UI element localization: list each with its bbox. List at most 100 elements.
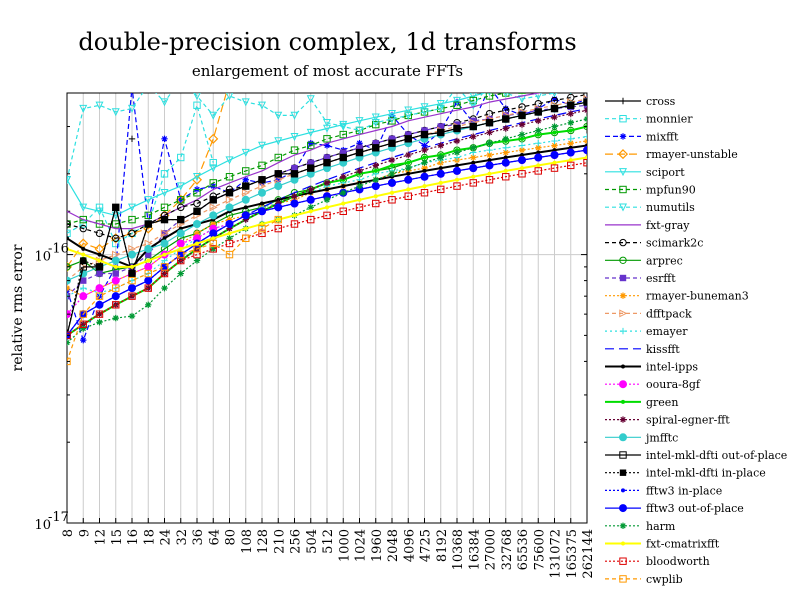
data-point	[144, 276, 153, 285]
data-point	[243, 226, 248, 231]
data-point	[421, 164, 428, 172]
data-point	[160, 170, 169, 178]
data-point	[127, 104, 137, 113]
data-point	[388, 117, 396, 125]
data-point	[486, 81, 492, 87]
legend-entry: bloodworth	[605, 555, 710, 568]
data-point	[241, 195, 250, 204]
data-point	[323, 179, 331, 187]
data-point	[536, 163, 541, 168]
data-point	[96, 310, 103, 318]
series-numutils	[67, 81, 572, 185]
data-point	[193, 230, 201, 237]
data-point	[144, 269, 152, 278]
data-point	[619, 433, 627, 442]
legend-label: intel-mkl-dfti in-place	[646, 467, 766, 480]
data-point	[113, 264, 118, 269]
data-point	[420, 108, 429, 117]
data-point	[619, 522, 627, 529]
x-tick-label: 512	[321, 529, 336, 554]
data-point	[388, 156, 396, 164]
data-point	[128, 284, 136, 293]
data-point	[568, 79, 574, 85]
data-point	[275, 170, 282, 177]
data-point	[79, 292, 88, 301]
data-point	[619, 256, 627, 264]
data-point	[307, 141, 315, 150]
data-point	[356, 167, 363, 175]
data-point	[209, 245, 217, 253]
legend-label: scimark2c	[646, 237, 703, 250]
legend-entry: fftw3 in-place	[605, 484, 722, 497]
data-point	[226, 235, 233, 242]
data-point	[453, 149, 461, 156]
data-point	[535, 84, 541, 90]
legend-entry: fxt-gray	[605, 219, 690, 232]
data-point	[437, 123, 444, 130]
data-point	[518, 170, 526, 178]
data-point	[404, 111, 413, 120]
data-point	[323, 159, 331, 166]
legend-entry: arprec	[605, 254, 683, 267]
data-point	[128, 270, 136, 277]
legend-entry: esrfft	[605, 272, 676, 285]
data-point	[209, 203, 218, 212]
x-tick-label: 80	[224, 529, 239, 546]
data-point	[485, 93, 494, 100]
legend-entry: green	[605, 396, 678, 409]
y-axis-label: relative rms error	[10, 244, 26, 371]
data-point	[502, 173, 510, 181]
data-point	[621, 399, 625, 404]
data-point	[551, 137, 558, 145]
data-point	[257, 141, 267, 150]
data-point	[95, 203, 104, 212]
data-point	[80, 284, 87, 292]
data-point	[372, 144, 379, 151]
data-point	[225, 250, 234, 259]
data-point	[195, 241, 199, 246]
x-tick-label: 75600	[532, 529, 547, 570]
data-point	[471, 160, 476, 165]
data-point	[371, 119, 380, 128]
data-point	[128, 276, 136, 285]
data-point	[356, 182, 363, 190]
data-point	[518, 146, 526, 154]
data-point	[387, 109, 397, 118]
data-point	[292, 213, 297, 218]
data-point	[112, 284, 120, 292]
data-point	[80, 257, 87, 264]
data-point	[208, 133, 219, 144]
data-point	[518, 121, 526, 128]
data-point	[502, 105, 509, 112]
data-point	[536, 150, 541, 155]
data-point	[242, 182, 249, 190]
legend-label: monnier	[646, 113, 693, 126]
data-point	[146, 258, 151, 263]
data-point	[225, 203, 234, 212]
legend-entry: kissfft	[605, 343, 680, 356]
data-point	[619, 416, 627, 423]
data-point	[95, 300, 104, 309]
legend-entry: rmayer-unstable	[605, 148, 738, 161]
x-tick-label: 262144	[581, 529, 596, 579]
data-point	[307, 186, 314, 193]
data-point	[323, 154, 331, 161]
data-point	[258, 188, 266, 197]
x-tick-label: 27000	[484, 529, 499, 570]
data-point	[437, 154, 444, 161]
legend-entry: mpfun90	[605, 184, 696, 197]
data-point	[502, 149, 509, 156]
data-point	[260, 201, 264, 206]
data-point	[161, 230, 168, 237]
data-point	[145, 251, 152, 258]
legend-label: fxt-cmatrixfft	[646, 538, 720, 551]
data-point	[258, 207, 266, 216]
data-point	[453, 137, 461, 145]
data-point	[209, 158, 217, 167]
data-point	[422, 184, 427, 189]
data-point	[535, 79, 541, 85]
data-point	[552, 130, 557, 135]
data-point	[518, 156, 526, 165]
data-point	[551, 76, 557, 82]
data-point	[79, 215, 87, 224]
